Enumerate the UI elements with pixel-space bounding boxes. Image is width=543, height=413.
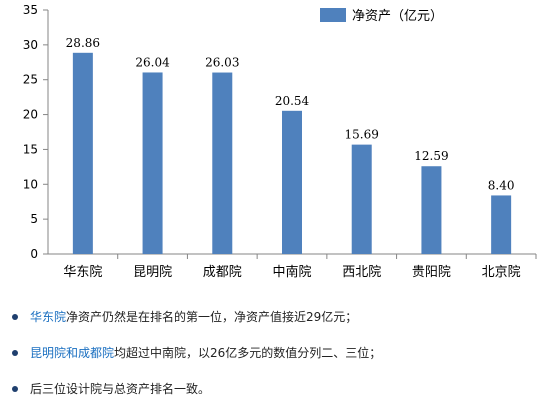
data-label: 26.03 bbox=[205, 56, 239, 70]
data-label: 15.69 bbox=[345, 128, 379, 142]
y-tick-label: 20 bbox=[23, 108, 38, 122]
y-tick-label: 0 bbox=[30, 247, 38, 261]
y-tick-label: 30 bbox=[23, 38, 38, 52]
x-tick-label: 西北院 bbox=[342, 265, 381, 280]
x-tick-label: 贵阳院 bbox=[412, 265, 451, 280]
note-item: 华东院净资产仍然是在排名的第一位，净资产值接近29亿元； bbox=[12, 299, 537, 335]
note-text: 均超过中南院，以26亿多元的数值分列二、三位； bbox=[114, 346, 382, 360]
y-tick-label: 15 bbox=[23, 142, 38, 156]
x-tick-label: 华东院 bbox=[63, 265, 102, 280]
bar bbox=[421, 166, 442, 254]
note-text: 后三位设计院与总资产排名一致。 bbox=[30, 382, 211, 396]
bullet-icon bbox=[12, 350, 18, 356]
y-tick-label: 25 bbox=[23, 73, 38, 87]
notes-list: 华东院净资产仍然是在排名的第一位，净资产值接近29亿元； 昆明院和成都院均超过中… bbox=[12, 299, 537, 407]
bar bbox=[491, 195, 512, 254]
bullet-icon bbox=[12, 314, 18, 320]
y-tick-label: 10 bbox=[23, 177, 38, 191]
bar bbox=[72, 52, 93, 255]
bar bbox=[212, 72, 233, 254]
x-tick-label: 成都院 bbox=[203, 265, 242, 280]
bar bbox=[351, 144, 372, 254]
chart-area: 0 5 10 15 20 25 30 35 28.86 华东院 26.04 昆明院 26.03 成都院 20… bbox=[23, 3, 537, 280]
data-label: 28.86 bbox=[66, 36, 100, 50]
note-item: 昆明院和成都院均超过中南院，以26亿多元的数值分列二、三位； bbox=[12, 335, 537, 371]
legend-label: 净资产（亿元） bbox=[352, 9, 443, 24]
data-label: 26.04 bbox=[135, 55, 170, 69]
bullet-icon bbox=[12, 386, 18, 392]
x-tick-label: 北京院 bbox=[482, 265, 521, 280]
data-label: 12.59 bbox=[414, 149, 448, 163]
bar bbox=[282, 110, 302, 254]
y-tick-label: 5 bbox=[30, 212, 38, 226]
note-highlight: 华东院 bbox=[30, 310, 67, 324]
data-label: 20.54 bbox=[275, 94, 310, 108]
y-tick-label: 35 bbox=[23, 3, 38, 17]
note-text: 净资产仍然是在排名的第一位，净资产值接近29亿元； bbox=[66, 310, 358, 324]
note-highlight: 昆明院和成都院 bbox=[30, 346, 115, 360]
bar-chart: 0 5 10 15 20 25 30 35 28.86 华东院 26.04 昆明院 26.03 成都院 20… bbox=[23, 3, 537, 280]
legend-swatch bbox=[320, 8, 346, 22]
bar bbox=[142, 72, 163, 255]
data-label: 8.40 bbox=[488, 178, 515, 192]
note-item: 后三位设计院与总资产排名一致。 bbox=[12, 371, 537, 407]
x-tick-label: 昆明院 bbox=[133, 265, 172, 280]
x-tick-label: 中南院 bbox=[272, 264, 311, 280]
